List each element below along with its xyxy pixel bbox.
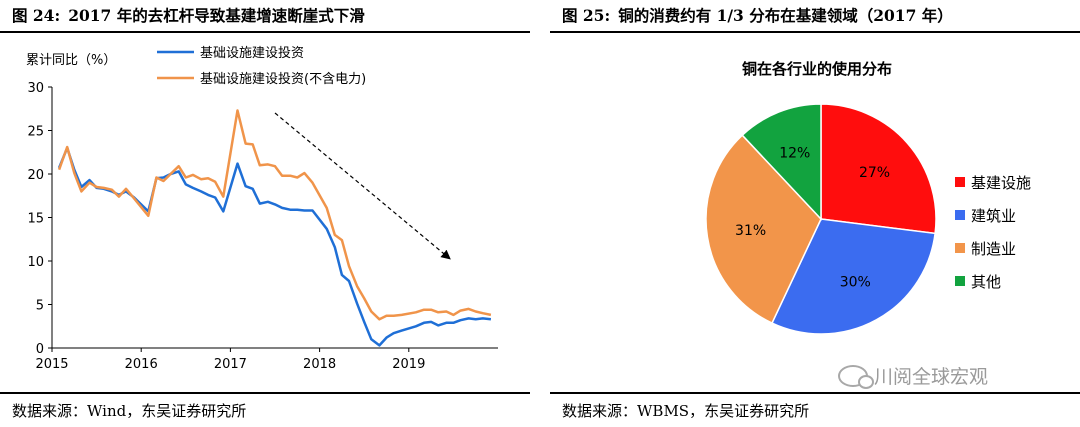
right-top-rule (550, 31, 1080, 33)
y-tick-label: 25 (27, 125, 44, 140)
left-figure-label: 图 24: (12, 6, 61, 25)
left-bottom-rule (0, 392, 530, 394)
pie-chart-title: 铜在各行业的使用分布 (742, 60, 892, 78)
y-tick-label: 5 (36, 299, 44, 314)
y-tick-label: 15 (27, 212, 44, 227)
pie-legend-swatch-1 (955, 177, 965, 187)
pie-slice-label-2: 30% (840, 275, 871, 291)
y-tick-label: 30 (27, 81, 44, 96)
pie-slice-2 (771, 218, 936, 335)
pie-legend-label-1: 基建设施 (971, 174, 1031, 192)
left-figure-panel: 图 24: 2017 年的去杠杆导致基建增速断崖式下滑 累计同比（%） 0 5 10… (0, 0, 530, 427)
right-figure-label: 图 25: (562, 6, 611, 25)
right-figure-title-text: 铜的消费约有 1/3 分布在基建领域（2017 年） (618, 6, 953, 25)
x-tick-label: 2016 (125, 357, 158, 372)
series-line-2 (57, 109, 492, 321)
y-axis-label: 累计同比（%） (26, 53, 116, 68)
pie-slice-label-3: 31% (735, 223, 766, 239)
right-bottom-rule (550, 392, 1080, 394)
watermark-text: 川阅全球宏观 (874, 366, 989, 388)
left-top-rule (0, 31, 530, 33)
pie-legend-label-3: 制造业 (971, 240, 1016, 258)
legend-label-1: 基础设施建设投资 (200, 45, 304, 61)
pie-legend-swatch-4 (955, 276, 965, 286)
left-source-note: 数据来源：Wind，东吴证券研究所 (12, 402, 247, 420)
x-tick-label: 2015 (35, 357, 68, 372)
pie-slice-label-4: 12% (779, 146, 810, 162)
wechat-icon (838, 364, 874, 389)
left-figure-title: 图 24: 2017 年的去杠杆导致基建增速断崖式下滑 (0, 4, 530, 26)
pie-legend-swatch-2 (955, 210, 965, 220)
right-source-note: 数据来源：WBMS，东吴证券研究所 (562, 402, 810, 420)
y-tick-label: 0 (36, 342, 44, 357)
y-tick-label: 20 (27, 168, 44, 183)
pie-legend-swatch-3 (955, 243, 965, 253)
y-tick-label: 10 (27, 255, 44, 270)
pie-slice-1 (820, 103, 937, 235)
left-figure-title-text: 2017 年的去杠杆导致基建增速断崖式下滑 (68, 6, 365, 25)
right-figure-title: 图 25: 铜的消费约有 1/3 分布在基建领域（2017 年） (550, 4, 1080, 26)
pie-slice-label-1: 27% (859, 165, 890, 181)
right-figure-panel: 图 25: 铜的消费约有 1/3 分布在基建领域（2017 年） 铜在各行业的使… (550, 0, 1080, 427)
trend-arrow (274, 112, 451, 260)
watermark: 川阅全球宏观 (838, 362, 988, 389)
x-tick-label: 2018 (303, 357, 336, 372)
line-chart: 累计同比（%） 0 5 10 15 20 25 30 2015 2016 2017 2018 2019… (26, 45, 498, 372)
x-tick-label: 2019 (392, 357, 425, 372)
legend-label-2: 基础设施建设投资(不含电力) (200, 71, 366, 87)
pie-slice-3 (705, 134, 822, 325)
x-tick-label: 2017 (214, 357, 247, 372)
pie-legend-label-4: 其他 (971, 273, 1001, 291)
pie-slice-4 (741, 103, 822, 221)
pie-legend-label-2: 建筑业 (971, 207, 1016, 225)
series-line-1 (57, 146, 492, 347)
